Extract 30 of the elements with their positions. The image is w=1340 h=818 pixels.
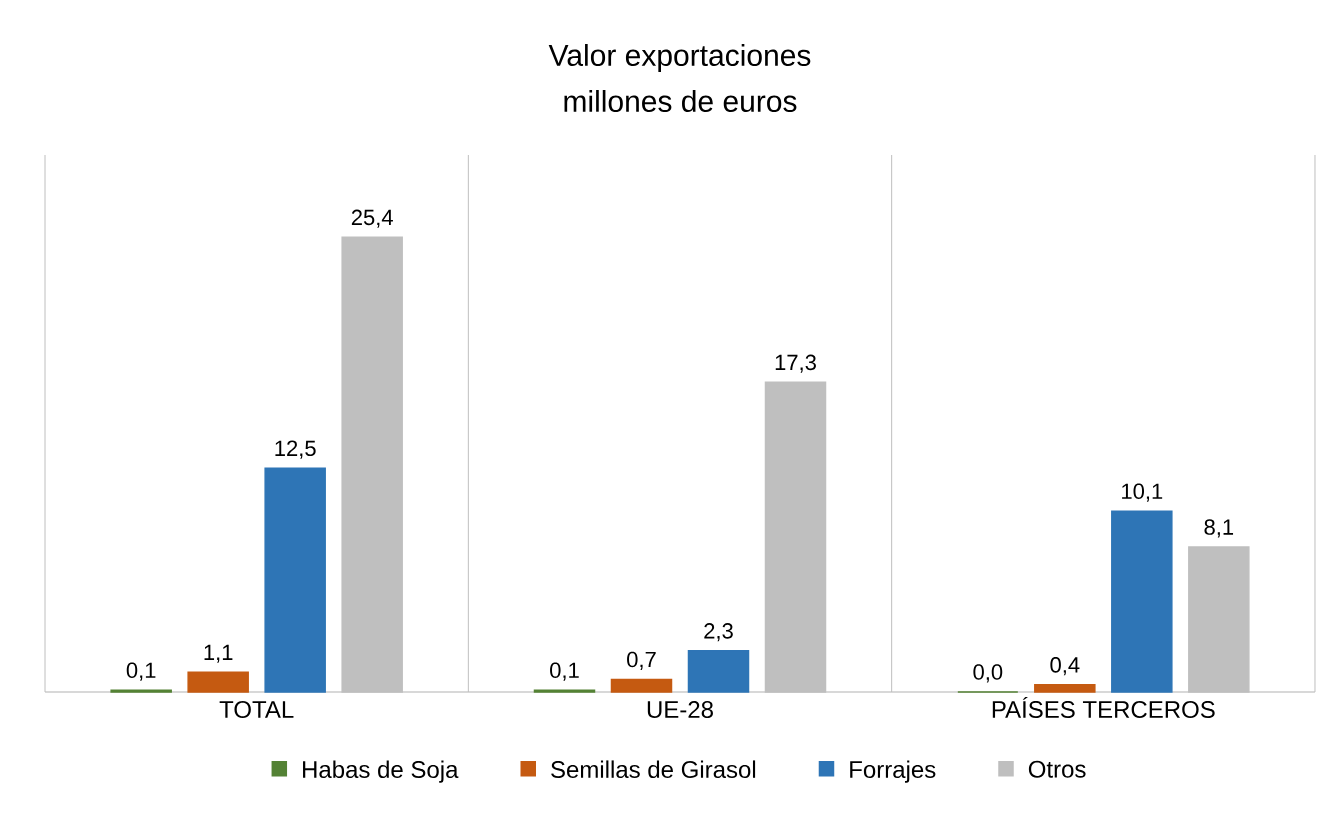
bar (687, 650, 750, 693)
legend-label: Forrajes (850, 760, 936, 783)
legend-label: Otros (1028, 760, 1086, 778)
bar (1034, 684, 1096, 693)
x-tick-label: TOTAL (219, 701, 294, 719)
bar (187, 671, 249, 693)
data-label: 25,4 (351, 209, 393, 228)
x-tick-label: PAÍSES TERCEROS (992, 696, 1215, 719)
bar (1111, 510, 1173, 693)
bar (764, 381, 827, 693)
data-label: 17,3 (775, 354, 816, 373)
data-label: 10,1 (1122, 483, 1163, 502)
legend-label: Semillas de Girasol (551, 760, 756, 779)
data-label: 1,1 (204, 644, 233, 663)
bar (610, 678, 673, 693)
bar (264, 467, 326, 693)
data-label: 0,4 (1050, 657, 1080, 676)
legend-label: Habas de Soja (303, 760, 459, 783)
chart-title: Valor exportaciones (548, 44, 811, 72)
bar (1188, 546, 1250, 693)
data-label: 8,1 (1204, 519, 1234, 538)
data-label: 0,1 (550, 662, 579, 681)
data-label: 0,0 (973, 664, 1003, 683)
data-label: 0,1 (126, 662, 156, 681)
chart-subtitle: millones de euros (564, 89, 797, 113)
x-tick-label: UE-28 (647, 701, 713, 719)
data-label: 2,3 (704, 623, 733, 642)
bar (341, 236, 403, 693)
data-label: 0,7 (627, 651, 656, 670)
data-label: 12,5 (275, 440, 316, 459)
